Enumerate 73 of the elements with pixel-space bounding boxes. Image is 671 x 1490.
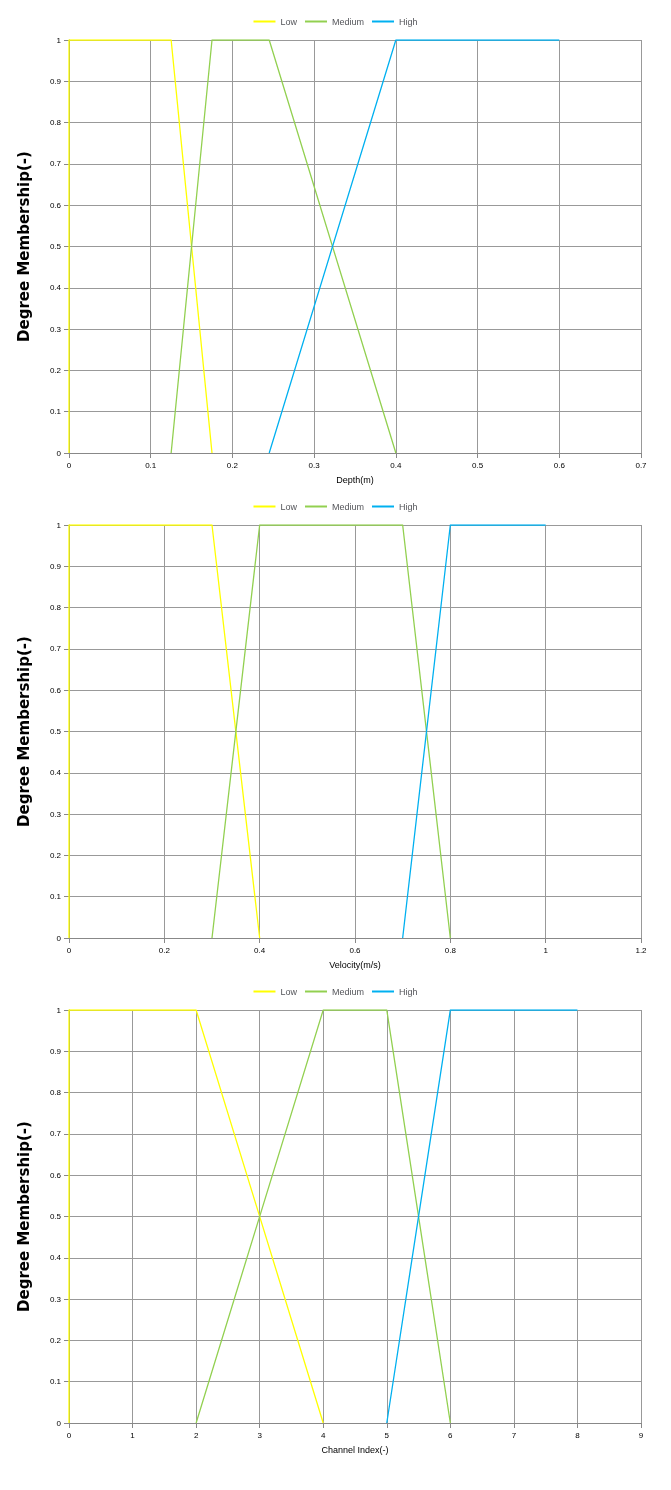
y-tick-label: 0.1 bbox=[49, 407, 62, 417]
y-tick-label: 0.5 bbox=[49, 242, 62, 251]
y-tick-label: 1 bbox=[56, 1005, 62, 1015]
y-tick-label: 0.2 bbox=[49, 365, 62, 375]
y-tick-label: 0.8 bbox=[49, 1088, 62, 1098]
x-tick-label: 7 bbox=[511, 1430, 517, 1440]
y-tick-label: 0.3 bbox=[49, 324, 62, 334]
x-tick-label: 6 bbox=[448, 1430, 454, 1440]
x-tick-label: 0 bbox=[66, 460, 72, 470]
y-tick-label: 0.3 bbox=[49, 809, 62, 819]
y-tick-label: 0.9 bbox=[49, 76, 62, 86]
legend-label: High bbox=[399, 501, 418, 512]
y-tick-label: 0.1 bbox=[49, 1377, 62, 1387]
y-tick-label: 1 bbox=[56, 35, 62, 45]
y-tick-label: 0.5 bbox=[49, 727, 62, 736]
y-tick-label: 0.3 bbox=[49, 1294, 62, 1304]
y-tick-label: 0.6 bbox=[49, 200, 62, 210]
x-tick-label: 0.8 bbox=[444, 945, 457, 955]
y-axis-title: Degree Membership(-) bbox=[14, 1121, 33, 1312]
x-tick-label: 0.7 bbox=[635, 460, 648, 470]
x-axis-title: Channel Index(-) bbox=[321, 1444, 389, 1455]
x-axis-title: Depth(m) bbox=[336, 474, 374, 485]
x-tick-label: 0.4 bbox=[254, 945, 266, 955]
legend-label: Low bbox=[280, 986, 298, 997]
y-tick-label: 0 bbox=[56, 448, 62, 458]
x-tick-label: 1.2 bbox=[635, 945, 648, 955]
y-tick-label: 0.7 bbox=[49, 1129, 62, 1139]
x-tick-label: 3 bbox=[257, 1430, 263, 1440]
x-tick-label: 1 bbox=[130, 1430, 136, 1440]
x-tick-label: 0 bbox=[66, 945, 72, 955]
y-tick-label: 0.9 bbox=[49, 561, 62, 571]
x-tick-label: 0.1 bbox=[145, 460, 157, 470]
y-tick-label: 0.7 bbox=[49, 159, 62, 169]
x-tick-label: 4 bbox=[321, 1430, 326, 1440]
y-tick-label: 0.7 bbox=[49, 644, 62, 654]
y-tick-label: 0.6 bbox=[49, 685, 62, 695]
x-tick-label: 0.2 bbox=[158, 945, 171, 955]
x-tick-label: 9 bbox=[638, 1430, 644, 1440]
y-tick-label: 0.6 bbox=[49, 1170, 62, 1180]
y-tick-label: 0.8 bbox=[49, 118, 62, 128]
x-axis-title: Velocity(m/s) bbox=[329, 959, 381, 970]
y-tick-label: 0 bbox=[56, 933, 62, 943]
legend-label: Low bbox=[280, 501, 298, 512]
x-tick-label: 0 bbox=[66, 1430, 72, 1440]
y-tick-label: 0.4 bbox=[49, 1253, 62, 1263]
y-tick-label: 0.5 bbox=[49, 1212, 62, 1221]
y-tick-label: 0.1 bbox=[49, 892, 62, 902]
y-tick-label: 0.9 bbox=[49, 1046, 62, 1056]
x-tick-label: 5 bbox=[384, 1430, 390, 1440]
legend-label: High bbox=[399, 986, 418, 997]
y-tick-label: 0.2 bbox=[49, 850, 62, 860]
legend-label: Medium bbox=[332, 16, 365, 27]
y-tick-label: 0.2 bbox=[49, 1335, 62, 1345]
x-tick-label: 0.4 bbox=[390, 460, 402, 470]
y-axis-title: Degree Membership(-) bbox=[14, 636, 33, 827]
x-tick-label: 0.2 bbox=[226, 460, 239, 470]
legend-label: High bbox=[399, 16, 418, 27]
x-tick-label: 0.6 bbox=[553, 460, 566, 470]
y-axis-title: Degree Membership(-) bbox=[14, 151, 33, 342]
x-tick-label: 0.3 bbox=[308, 460, 321, 470]
x-tick-label: 1 bbox=[543, 945, 549, 955]
legend-label: Low bbox=[280, 16, 298, 27]
legend-label: Medium bbox=[332, 501, 365, 512]
x-tick-label: 8 bbox=[575, 1430, 581, 1440]
x-tick-label: 2 bbox=[193, 1430, 199, 1440]
x-tick-label: 0.5 bbox=[472, 460, 484, 470]
y-tick-label: 0.4 bbox=[49, 283, 62, 293]
legend-label: Medium bbox=[332, 986, 365, 997]
y-tick-label: 0.4 bbox=[49, 768, 62, 778]
y-tick-label: 0.8 bbox=[49, 603, 62, 613]
x-tick-label: 0.6 bbox=[349, 945, 362, 955]
y-tick-label: 1 bbox=[56, 520, 62, 530]
y-tick-label: 0 bbox=[56, 1418, 62, 1428]
